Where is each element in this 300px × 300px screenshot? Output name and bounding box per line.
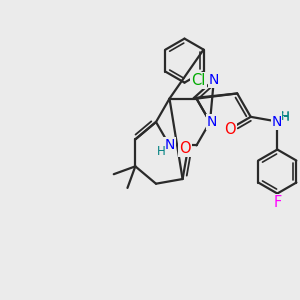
Text: O: O — [224, 122, 236, 137]
Text: O: O — [179, 141, 191, 156]
Text: F: F — [273, 195, 281, 210]
Text: Cl: Cl — [191, 73, 206, 88]
Text: N: N — [272, 115, 283, 128]
Text: H: H — [157, 145, 166, 158]
Text: N: N — [208, 73, 219, 87]
Text: H: H — [281, 110, 290, 123]
Text: H: H — [281, 111, 290, 124]
Text: N: N — [207, 115, 217, 129]
Text: N: N — [164, 138, 175, 152]
